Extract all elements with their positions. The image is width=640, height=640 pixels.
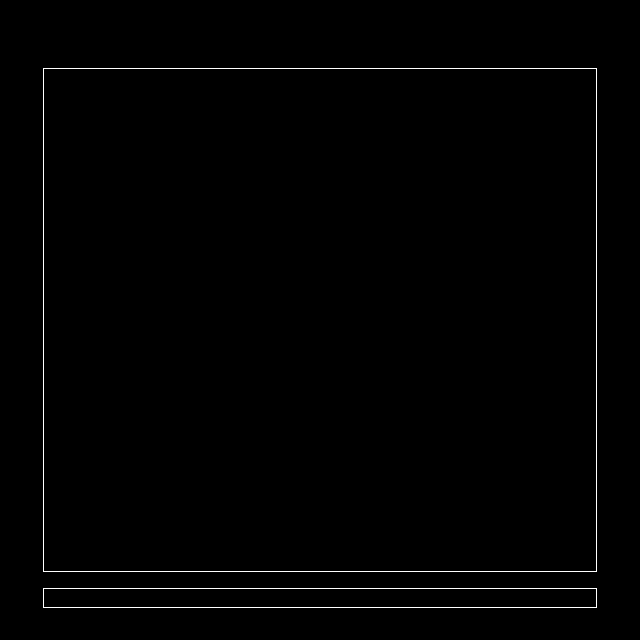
colorbar-tick-labels [43, 609, 597, 627]
colorbar-container[interactable] [43, 588, 597, 627]
sst-heatmap-canvas [44, 69, 596, 571]
colorbar-swatches[interactable] [43, 588, 597, 608]
map-plot-area[interactable] [43, 68, 597, 572]
